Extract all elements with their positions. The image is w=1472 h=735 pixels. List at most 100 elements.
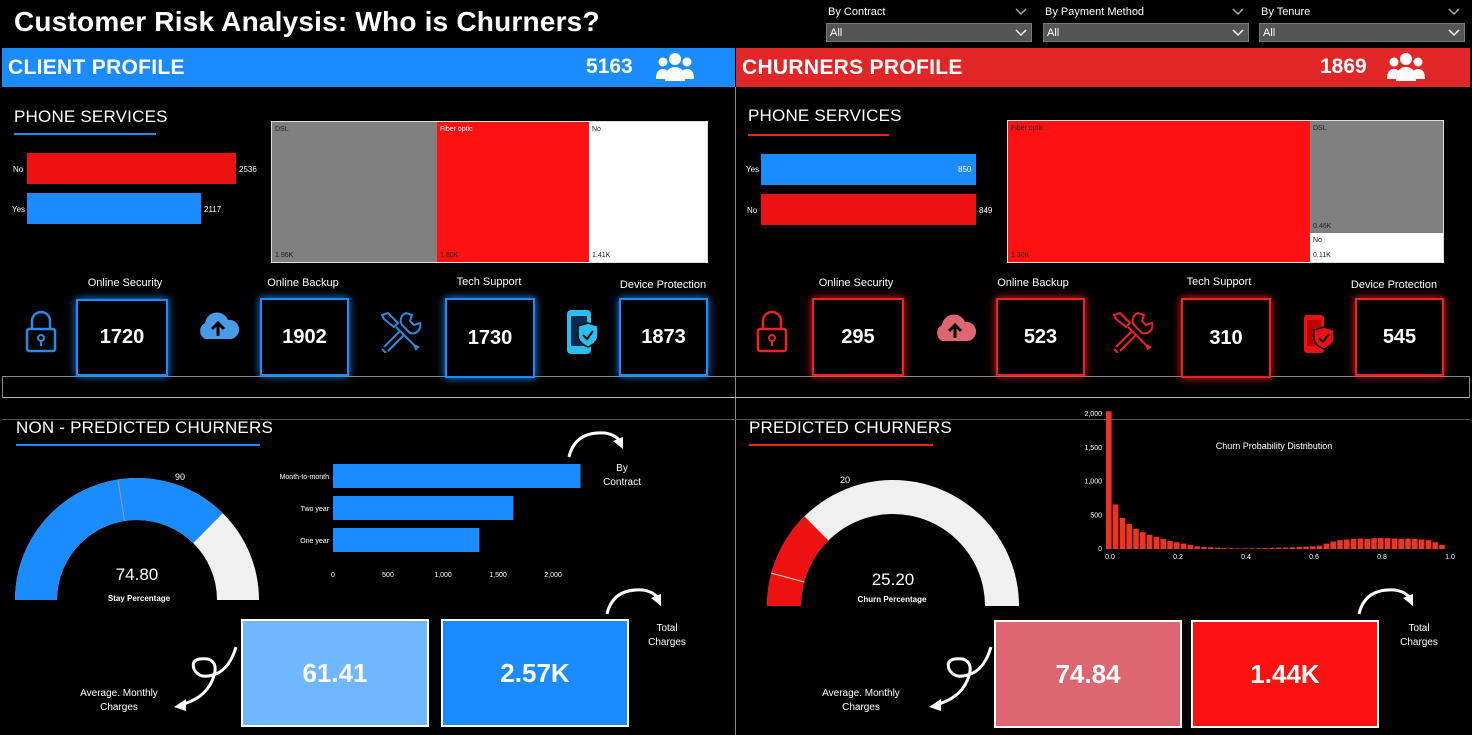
histogram-bar[interactable]: [1276, 547, 1282, 549]
treemap-cell-no[interactable]: No 1.41K: [589, 122, 707, 262]
slicer-label: By Contract: [828, 6, 886, 18]
histogram-bar[interactable]: [1296, 546, 1302, 549]
histogram-bar[interactable]: [1391, 538, 1398, 549]
histogram-bar[interactable]: [1384, 538, 1391, 549]
histogram-bar[interactable]: [1201, 546, 1207, 549]
churn-percentage-gauge[interactable]: [750, 470, 1040, 620]
histogram-bar[interactable]: [1140, 532, 1146, 549]
chevron-down-icon[interactable]: [1014, 6, 1028, 18]
histogram-bar[interactable]: [1180, 543, 1187, 549]
people-icon: [1387, 53, 1425, 81]
stay-percentage-gauge[interactable]: [0, 460, 280, 610]
treemap-cell-dsl[interactable]: DSL 0.46K: [1310, 121, 1443, 233]
histogram-bar[interactable]: [1160, 538, 1166, 549]
histogram-bar[interactable]: [1235, 548, 1241, 549]
bar-label: Yes: [12, 205, 26, 214]
histogram-bar[interactable]: [1208, 547, 1214, 549]
annotation-line: Average. Monthly: [822, 688, 900, 699]
histogram-bar[interactable]: [1167, 540, 1173, 549]
x-tick-label: 2,000: [544, 572, 562, 579]
histogram-bar[interactable]: [1289, 547, 1296, 549]
gauge-caption: Stay Percentage: [107, 594, 171, 603]
slicer-dropdown[interactable]: All: [1259, 23, 1465, 42]
histogram-bar[interactable]: [1146, 534, 1153, 549]
histogram-bar[interactable]: [1126, 524, 1132, 549]
histogram-bar[interactable]: [1221, 547, 1228, 549]
internet-service-treemap[interactable]: Fiber optic 1.30K DSL 0.46K No 0.11K: [1007, 120, 1444, 263]
phone-bar-yes[interactable]: [761, 154, 976, 185]
contract-bar-chart[interactable]: Month-to-month Two year One year 0 500 1,000 1…: [262, 455, 582, 585]
contract-bar[interactable]: [333, 496, 514, 520]
chevron-down-icon[interactable]: [1447, 6, 1461, 18]
slicer-dropdown[interactable]: All: [826, 23, 1032, 42]
avg-charges-annotation: Average. Monthly Charges: [804, 687, 918, 715]
histogram-bar[interactable]: [1330, 541, 1336, 549]
histogram-bar[interactable]: [1112, 504, 1119, 549]
phone-bar-yes[interactable]: [27, 193, 201, 224]
y-tick-label: 1,000: [1084, 479, 1102, 486]
histogram-bar[interactable]: [1303, 546, 1309, 549]
histogram-bar[interactable]: [1282, 547, 1289, 549]
histogram-bar[interactable]: [1439, 544, 1445, 549]
phone-bar-no[interactable]: [27, 153, 236, 184]
histogram-bar[interactable]: [1187, 544, 1194, 549]
histogram-bar[interactable]: [1194, 546, 1200, 549]
histogram-bar[interactable]: [1119, 517, 1126, 549]
histogram-bar[interactable]: [1228, 548, 1234, 549]
histogram-bar[interactable]: [1418, 539, 1425, 549]
phone-bar-no[interactable]: [761, 194, 976, 225]
slicer-contract[interactable]: By Contract All: [826, 4, 1032, 42]
category-label: Two year: [301, 506, 330, 513]
histogram-bar[interactable]: [1337, 540, 1343, 549]
internet-service-treemap[interactable]: DSL 1.96K Fiber optic 1.80K No 1.41K: [271, 121, 708, 263]
treemap-cell-no[interactable]: No 0.11K: [1310, 233, 1443, 262]
histogram-bar[interactable]: [1262, 547, 1268, 549]
treemap-value: 1.41K: [592, 252, 611, 259]
chevron-down-icon[interactable]: [1231, 6, 1245, 18]
section-underline: [14, 133, 156, 135]
bar-label: No: [747, 206, 758, 215]
curved-arrow-icon: [1357, 588, 1413, 615]
histogram-bar[interactable]: [1269, 547, 1275, 549]
histogram-bar[interactable]: [1214, 547, 1221, 549]
chevron-down-icon[interactable]: [1231, 26, 1245, 40]
histogram-bar[interactable]: [1344, 539, 1350, 549]
histogram-bar[interactable]: [1316, 545, 1323, 549]
bar-label: No: [13, 165, 24, 174]
x-tick-label: 0.2: [1173, 554, 1183, 561]
chevron-down-icon[interactable]: [1014, 26, 1028, 40]
histogram-bar[interactable]: [1133, 528, 1139, 549]
slicer-dropdown[interactable]: All: [1043, 23, 1249, 42]
contract-annotation: By Contract: [596, 462, 648, 490]
treemap-cell-dsl[interactable]: DSL 1.96K: [272, 122, 437, 262]
slicer-value: All: [1263, 27, 1276, 39]
histogram-bar[interactable]: [1255, 548, 1262, 549]
histogram-bar[interactable]: [1174, 542, 1180, 549]
histogram-bar[interactable]: [1310, 546, 1316, 549]
treemap-cell-fiber-optic[interactable]: Fiber optic 1.30K: [1008, 121, 1310, 262]
chevron-down-icon[interactable]: [1447, 26, 1461, 40]
histogram-bar[interactable]: [1371, 538, 1377, 549]
contract-bar[interactable]: [333, 528, 480, 552]
histogram-bar[interactable]: [1432, 542, 1438, 549]
slicer-tenure[interactable]: By Tenure All: [1259, 4, 1465, 42]
histogram-bar[interactable]: [1425, 540, 1432, 549]
histogram-bar[interactable]: [1106, 411, 1112, 549]
x-tick-label: 0.0: [1105, 554, 1115, 561]
histogram-bar[interactable]: [1248, 548, 1255, 549]
histogram-bar[interactable]: [1412, 538, 1418, 549]
histogram-bar[interactable]: [1398, 538, 1404, 549]
histogram-bar[interactable]: [1357, 538, 1364, 549]
churn-probability-histogram[interactable]: Churn Probability Distribution 0 500 1,000…: [1070, 405, 1462, 570]
histogram-bar[interactable]: [1350, 538, 1357, 549]
histogram-bar[interactable]: [1153, 536, 1160, 549]
histogram-bar[interactable]: [1364, 538, 1370, 549]
slicer-payment-method[interactable]: By Payment Method All: [1043, 4, 1249, 42]
contract-bar[interactable]: [333, 464, 581, 488]
treemap-cell-fiber-optic[interactable]: Fiber optic 1.80K: [437, 122, 589, 262]
annotation-line: Average. Monthly: [80, 688, 158, 699]
histogram-bar[interactable]: [1405, 538, 1411, 549]
histogram-bar[interactable]: [1378, 537, 1384, 549]
histogram-bar[interactable]: [1242, 548, 1248, 549]
histogram-bar[interactable]: [1323, 543, 1330, 549]
